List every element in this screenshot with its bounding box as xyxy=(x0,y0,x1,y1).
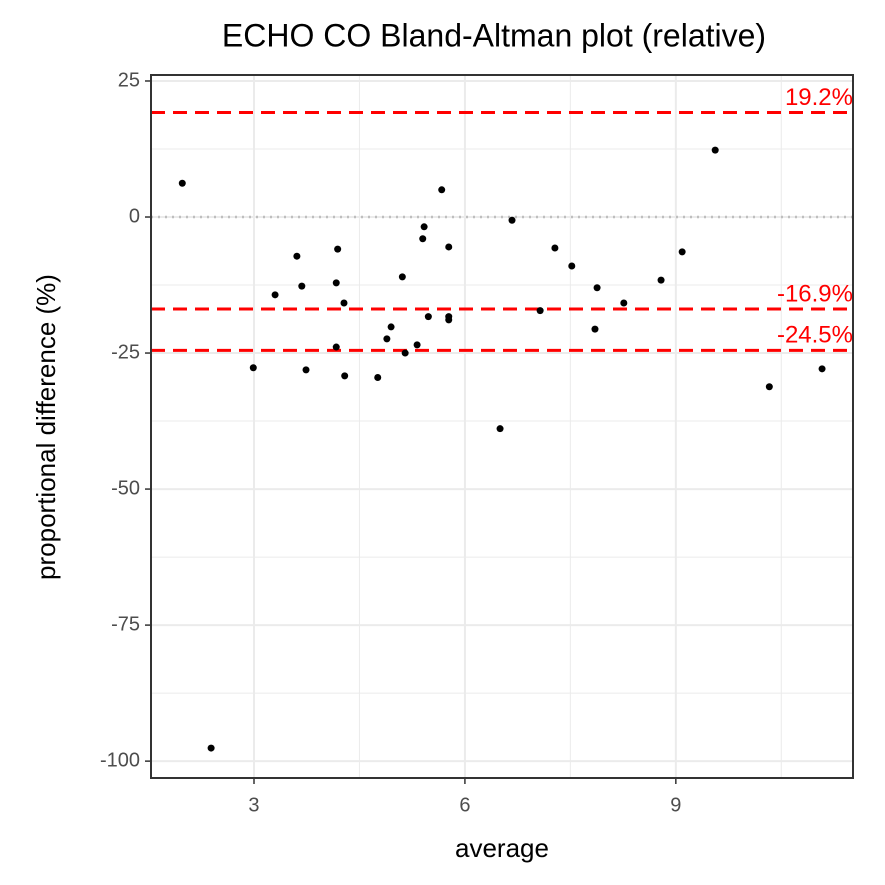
point xyxy=(420,223,428,231)
point xyxy=(413,341,421,349)
point xyxy=(374,374,382,382)
reference-label: -16.9% xyxy=(777,280,853,307)
reference-label: 19.2% xyxy=(785,84,853,111)
point xyxy=(496,425,504,433)
y-tick-label: -50 xyxy=(111,477,140,499)
y-tick-label: -100 xyxy=(100,749,140,771)
point xyxy=(568,262,576,270)
point xyxy=(298,282,306,290)
point xyxy=(765,383,773,391)
point xyxy=(387,323,395,331)
y-tick-label: -75 xyxy=(111,613,140,635)
x-tick-label: 3 xyxy=(248,794,259,816)
y-tick-label: 25 xyxy=(118,69,140,91)
point xyxy=(249,364,257,372)
point xyxy=(536,307,544,315)
point xyxy=(419,235,427,243)
point xyxy=(678,248,686,256)
point xyxy=(271,291,279,299)
point xyxy=(334,245,342,253)
point xyxy=(593,284,601,292)
point xyxy=(383,335,391,343)
point xyxy=(438,186,446,194)
point xyxy=(401,349,409,357)
point xyxy=(178,179,186,187)
point xyxy=(657,276,665,284)
point xyxy=(341,372,349,380)
point xyxy=(340,299,348,307)
point xyxy=(332,343,340,351)
point xyxy=(332,279,340,287)
point xyxy=(302,366,310,374)
x-tick-label: 9 xyxy=(670,794,681,816)
y-tick-label: -25 xyxy=(111,341,140,363)
reference-label: -24.5% xyxy=(777,322,853,349)
y-tick-label: 0 xyxy=(129,205,140,227)
panel-border xyxy=(150,74,854,779)
point xyxy=(551,244,559,252)
point xyxy=(711,146,719,154)
x-tick-label: 6 xyxy=(459,794,470,816)
point xyxy=(445,243,453,251)
point xyxy=(591,325,599,333)
point xyxy=(818,365,826,373)
y-axis-label: proportional difference (%) xyxy=(31,274,61,580)
point xyxy=(424,313,432,321)
x-axis-label: average xyxy=(455,833,549,863)
point xyxy=(445,316,453,324)
point xyxy=(398,273,406,281)
point xyxy=(508,216,516,224)
chart-title: ECHO CO Bland-Altman plot (relative) xyxy=(222,17,766,53)
point xyxy=(620,299,628,307)
point xyxy=(207,744,215,752)
point xyxy=(293,252,301,260)
